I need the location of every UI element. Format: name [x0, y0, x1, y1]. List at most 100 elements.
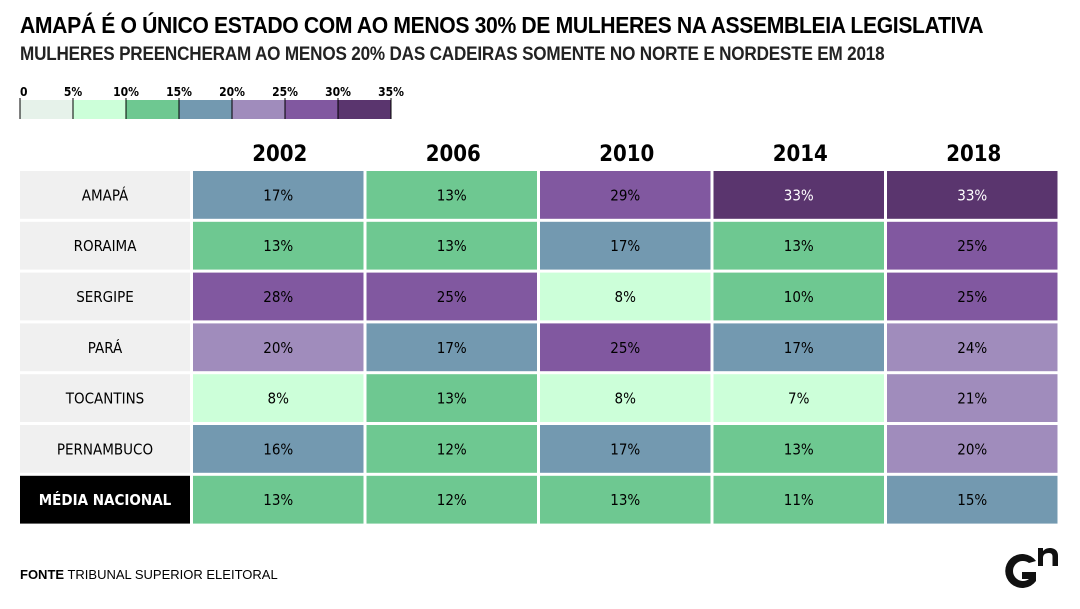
cell-value-label: 33%: [784, 186, 814, 204]
heatmap-cell: [193, 425, 364, 473]
cell-value-label: 13%: [263, 237, 293, 255]
source-text: TRIBUNAL SUPERIOR ELEITORAL: [67, 567, 278, 582]
cell-value-label: 25%: [437, 288, 467, 306]
row-label: TOCANTINS: [65, 390, 145, 408]
heatmap-cell: [713, 272, 884, 321]
heatmap-cell: [193, 374, 364, 422]
heatmap-cell: [713, 374, 884, 422]
legend-swatch: [73, 100, 126, 119]
heatmap-cell: [887, 374, 1058, 422]
heatmap-cell: [193, 475, 364, 524]
heatmap-cell: [713, 221, 884, 270]
heatmap-cell: [887, 221, 1058, 270]
legend-swatch: [285, 100, 338, 119]
row-label-bg: [20, 171, 190, 219]
heatmap-cell: [887, 171, 1058, 219]
cell-value-label: 13%: [784, 237, 814, 255]
legend-tick-label: 0: [20, 85, 28, 99]
cell-value-label: 8%: [615, 288, 637, 306]
heatmap-cell: [366, 475, 537, 524]
legend-tick-label: 15%: [166, 85, 192, 99]
heatmap-cell: [366, 425, 537, 473]
heatmap-cell: [887, 425, 1058, 473]
cell-value-label: 10%: [784, 288, 814, 306]
legend-swatch: [179, 100, 232, 119]
cell-value-label: 11%: [784, 491, 814, 509]
cell-value-label: 28%: [263, 288, 293, 306]
legend-swatch: [338, 100, 391, 119]
cell-value-label: 17%: [263, 186, 293, 204]
source-label: FONTE: [20, 567, 65, 582]
legend-tick-label: 10%: [113, 85, 139, 99]
row-label: AMAPÁ: [82, 185, 129, 204]
heatmap-cell: [713, 475, 884, 524]
heatmap-cell: [713, 171, 884, 219]
heatmap-cell: [366, 221, 537, 270]
cell-value-label: 17%: [784, 339, 814, 357]
heatmap-cell: [713, 323, 884, 372]
heatmap-cell: [540, 425, 711, 473]
heatmap-cell: [887, 272, 1058, 321]
cell-value-label: 21%: [957, 390, 987, 408]
cell-value-label: 13%: [437, 390, 467, 408]
row-label-bg: [20, 221, 190, 270]
legend-swatch: [20, 100, 73, 119]
cell-value-label: 13%: [437, 237, 467, 255]
cell-value-label: 8%: [615, 390, 637, 408]
cell-value-label: 17%: [610, 440, 640, 458]
heatmap-cell: [540, 323, 711, 372]
cell-value-label: 15%: [957, 491, 987, 509]
column-header: 2002: [252, 142, 307, 167]
cell-value-label: 8%: [268, 390, 290, 408]
cell-value-label: 33%: [957, 186, 987, 204]
heatmap-cell: [366, 374, 537, 422]
heatmap-cell: [366, 323, 537, 372]
legend-tick-label: 25%: [272, 85, 298, 99]
heatmap-table: 2002 2006 2010 2014 2018 AMAPÁ 17% 13% 29% 33% 33%…: [20, 142, 1058, 524]
cell-value-label: 17%: [437, 339, 467, 357]
legend-tick-label: 20%: [219, 85, 245, 99]
column-header: 2006: [426, 142, 481, 167]
heatmap-cell: [540, 171, 711, 219]
heatmap-cell: [193, 272, 364, 321]
column-header: 2014: [773, 142, 828, 167]
heatmap-cell: [713, 425, 884, 473]
cell-value-label: 13%: [437, 186, 467, 204]
row-label-bg: [20, 475, 190, 524]
row-label-bg: [20, 323, 190, 372]
heatmap-cell: [540, 374, 711, 422]
heatmap-cell: [193, 221, 364, 270]
cell-value-label: 17%: [610, 237, 640, 255]
gn-logo-icon: [1005, 547, 1058, 588]
column-header: 2018: [946, 142, 1001, 167]
legend-tick-label: 35%: [378, 85, 404, 99]
row-label: MÉDIA NACIONAL: [39, 490, 172, 509]
cell-value-label: 13%: [784, 440, 814, 458]
source-note: FONTE TRIBUNAL SUPERIOR ELEITORAL: [20, 567, 278, 582]
cell-value-label: 12%: [437, 491, 467, 509]
column-header: 2010: [599, 142, 654, 167]
cell-value-label: 20%: [957, 440, 987, 458]
heatmap-cell: [366, 272, 537, 321]
legend-tick-label: 30%: [325, 85, 351, 99]
cell-value-label: 25%: [610, 339, 640, 357]
legend-swatch: [126, 100, 179, 119]
heatmap-cell: [540, 272, 711, 321]
heatmap-cell: [540, 221, 711, 270]
row-label-bg: [20, 272, 190, 321]
chart-title: AMAPÁ É O ÚNICO ESTADO COM AO MENOS 30% …: [20, 12, 984, 38]
cell-value-label: 13%: [610, 491, 640, 509]
cell-value-label: 29%: [610, 186, 640, 204]
cell-value-label: 25%: [957, 288, 987, 306]
heatmap-cell: [887, 323, 1058, 372]
row-label-bg: [20, 374, 190, 422]
heatmap-cell: [540, 475, 711, 524]
row-label: SERGIPE: [76, 288, 134, 306]
cell-value-label: 20%: [263, 339, 293, 357]
heatmap-cell: [366, 171, 537, 219]
cell-value-label: 13%: [263, 491, 293, 509]
legend-swatch: [232, 100, 285, 119]
cell-value-label: 25%: [957, 237, 987, 255]
heatmap-cell: [193, 323, 364, 372]
row-label: RORAIMA: [74, 237, 138, 255]
